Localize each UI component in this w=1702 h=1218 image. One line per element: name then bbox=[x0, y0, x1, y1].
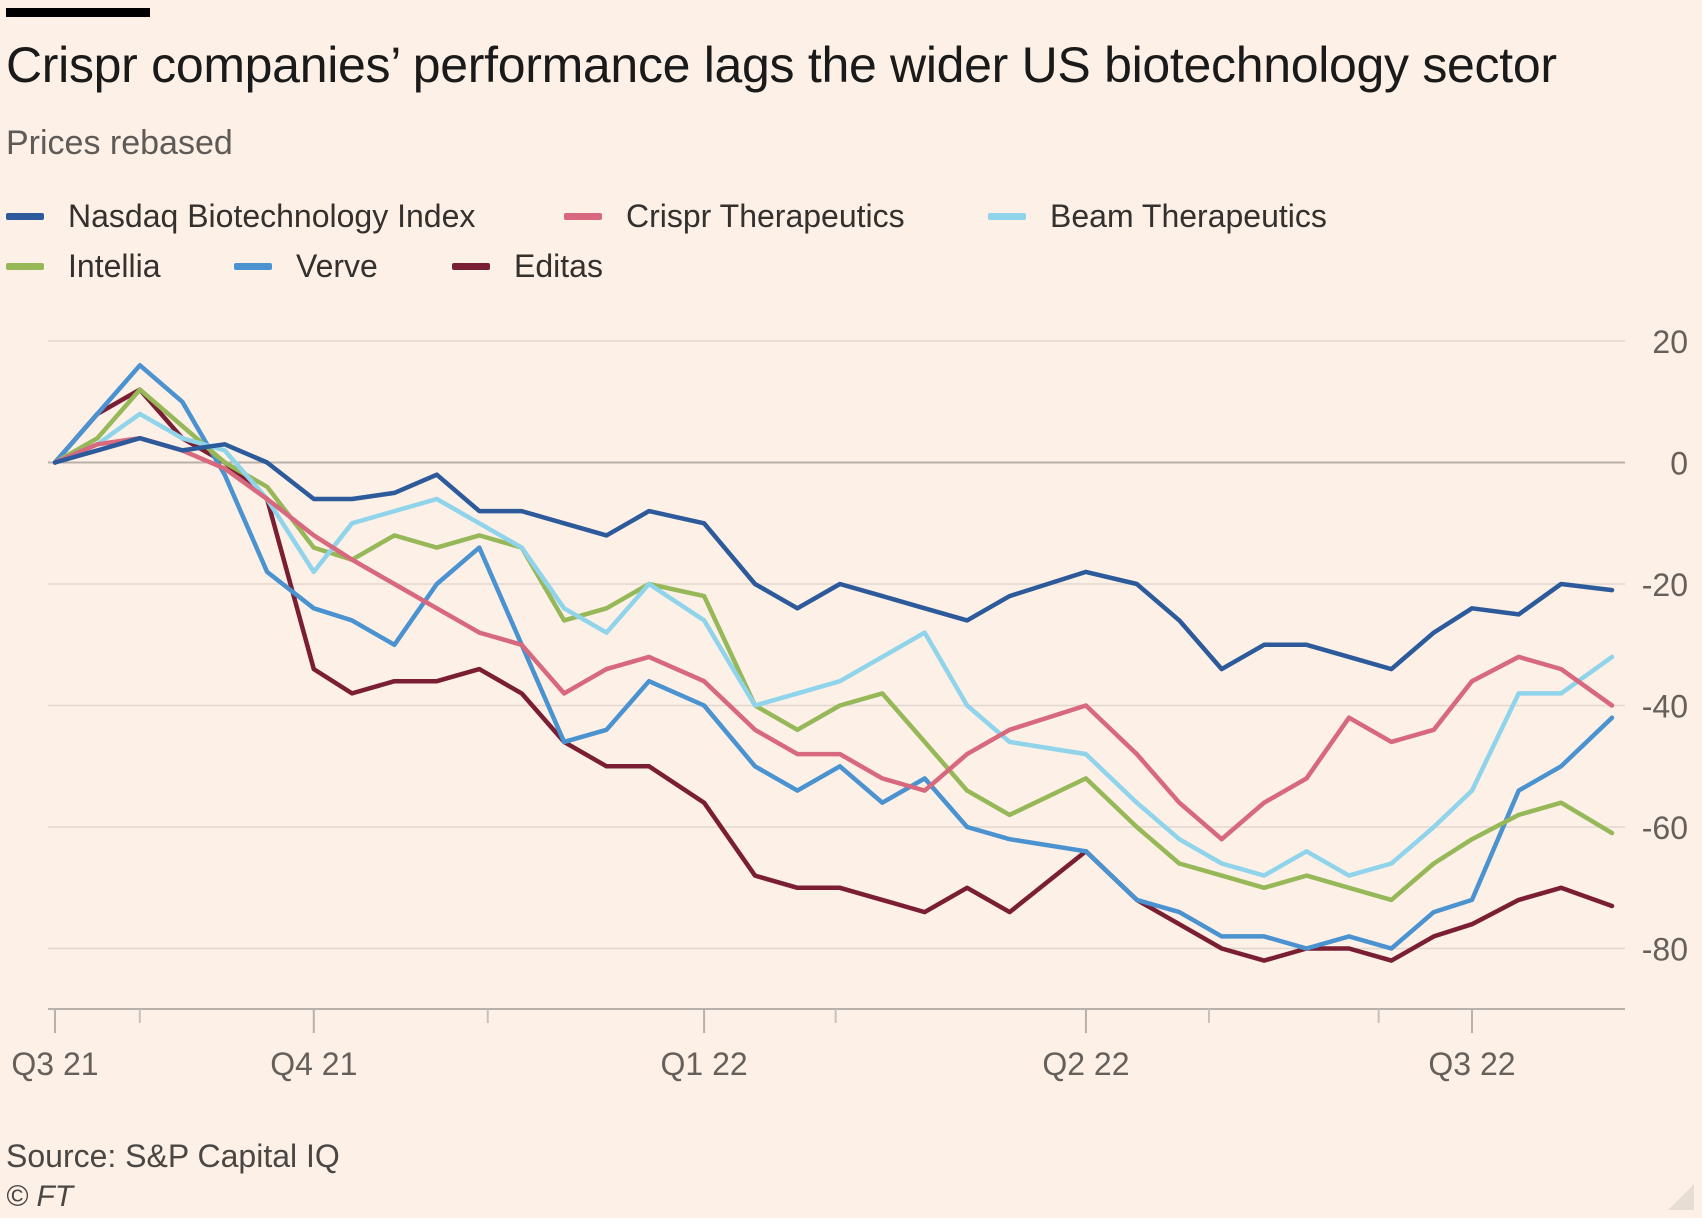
x-tick-label: Q2 22 bbox=[1042, 1046, 1129, 1082]
x-tick-label: Q4 21 bbox=[270, 1046, 357, 1082]
y-tick-label: -20 bbox=[1642, 567, 1688, 603]
legend-item: Beam Therapeutics bbox=[988, 198, 1327, 235]
legend-label: Nasdaq Biotechnology Index bbox=[68, 198, 476, 234]
legend-item: Crispr Therapeutics bbox=[564, 198, 905, 235]
legend-swatch bbox=[6, 263, 44, 270]
legend-item: Editas bbox=[452, 248, 603, 285]
legend-swatch bbox=[234, 263, 272, 270]
y-tick-label: -60 bbox=[1642, 810, 1688, 846]
y-tick-label: -80 bbox=[1642, 932, 1688, 968]
line-chart: 20 0 -20 -40 -60 -80 Q3 21 Q4 21 Q1 22 Q2 22 Q3 22 bbox=[11, 324, 1688, 1082]
y-tick-label: 20 bbox=[1652, 324, 1688, 360]
series-line bbox=[52, 435, 1615, 672]
chart-title: Crispr companies’ performance lags the w… bbox=[6, 37, 1557, 93]
legend-swatch bbox=[564, 213, 602, 220]
series-line bbox=[52, 435, 1615, 842]
legend-swatch bbox=[988, 213, 1026, 220]
source-note: Source: S&P Capital IQ bbox=[6, 1138, 340, 1174]
legend: Nasdaq Biotechnology Index Crispr Therape… bbox=[6, 198, 1606, 308]
series-line bbox=[52, 363, 1615, 951]
legend-item: Nasdaq Biotechnology Index bbox=[6, 198, 475, 235]
x-tick-label: Q3 22 bbox=[1428, 1046, 1515, 1082]
x-tick-label: Q1 22 bbox=[661, 1046, 748, 1082]
legend-swatch bbox=[6, 213, 44, 220]
title-accent-bar bbox=[6, 8, 150, 17]
legend-item: Verve bbox=[234, 248, 378, 285]
chart-subtitle: Prices rebased bbox=[6, 124, 233, 162]
x-tick-label: Q3 21 bbox=[11, 1046, 98, 1082]
series-line bbox=[52, 387, 1615, 903]
y-tick-label: -40 bbox=[1642, 689, 1688, 725]
series-line bbox=[52, 387, 1615, 963]
legend-label: Intellia bbox=[68, 248, 161, 284]
legend-label: Crispr Therapeutics bbox=[626, 198, 905, 234]
legend-label: Beam Therapeutics bbox=[1050, 198, 1327, 234]
copyright-note: © FT bbox=[6, 1180, 74, 1213]
resize-handle-icon bbox=[1668, 1184, 1694, 1210]
legend-swatch bbox=[452, 263, 490, 270]
legend-item: Intellia bbox=[6, 248, 161, 285]
legend-label: Editas bbox=[514, 248, 603, 284]
series-line bbox=[52, 411, 1615, 878]
y-tick-label: 0 bbox=[1670, 446, 1688, 482]
legend-label: Verve bbox=[296, 248, 378, 284]
